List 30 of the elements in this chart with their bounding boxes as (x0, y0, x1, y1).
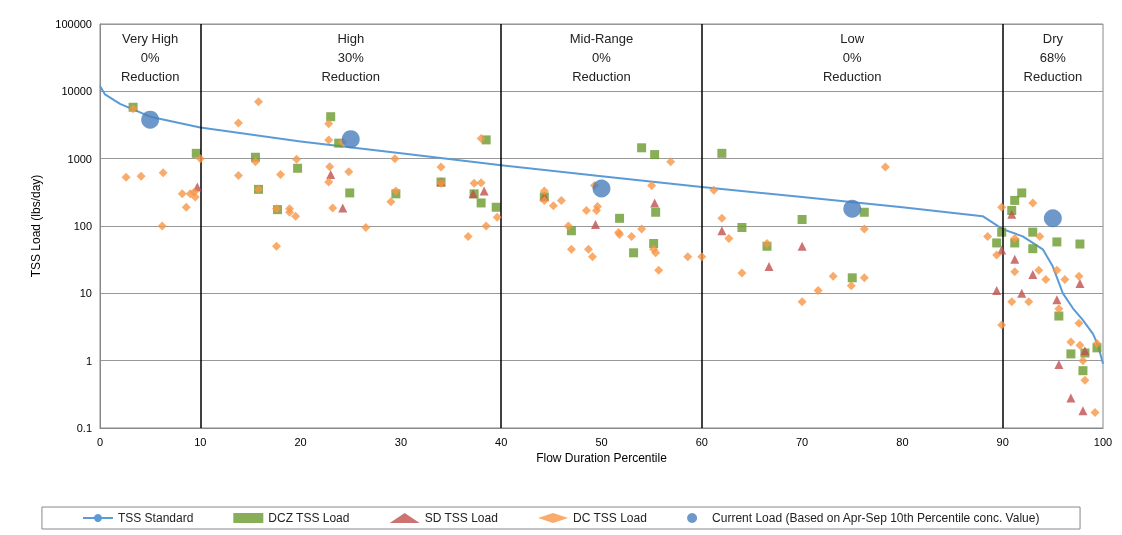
y-tick-label: 1000 (67, 152, 92, 165)
y-tick-label: 100000 (55, 18, 92, 30)
x-axis-title: Flow Duration Percentile (536, 450, 668, 465)
annotation: Dry 68% Reduction (1023, 30, 1083, 84)
y-tick-label: 100 (73, 220, 92, 232)
x-tick-label: 70 (795, 435, 809, 448)
y-tick-label: 1 (85, 354, 92, 367)
annotation: Very High 0% Reduction (120, 30, 180, 84)
x-tick-label: 10 (194, 435, 207, 448)
legend-label: SD TSS Load (424, 511, 498, 525)
x-tick-label: 40 (495, 435, 508, 448)
x-tick-label: 50 (595, 435, 608, 448)
x-tick-label: 0 (96, 435, 104, 448)
x-tick-label: 100 (1093, 435, 1113, 448)
y-tick-label: 0.1 (76, 422, 92, 434)
legend-label: DCZ TSS Load (268, 511, 350, 525)
x-tick-label: 20 (294, 435, 307, 448)
x-tick-label: 90 (996, 435, 1009, 448)
annotation: Mid-Range 0% Reduction (569, 30, 634, 84)
legend-label: TSS Standard (117, 511, 194, 525)
y-axis-title: TSS Load (lbs/day) (29, 174, 43, 278)
legend-label: DC TSS Load (573, 511, 647, 525)
y-tick-label: 10 (79, 287, 92, 300)
annotation: Low 0% Reduction (822, 30, 882, 84)
annotation: High 30% Reduction (321, 30, 381, 84)
legend-label: Current Load (Based on Apr-Sep 10th Percentile conc. Value) (712, 511, 1040, 525)
x-tick-label: 60 (695, 435, 708, 448)
y-tick-label: 10000 (61, 85, 92, 98)
x-tick-label: 30 (394, 435, 408, 448)
x-tick-label: 80 (896, 435, 909, 448)
